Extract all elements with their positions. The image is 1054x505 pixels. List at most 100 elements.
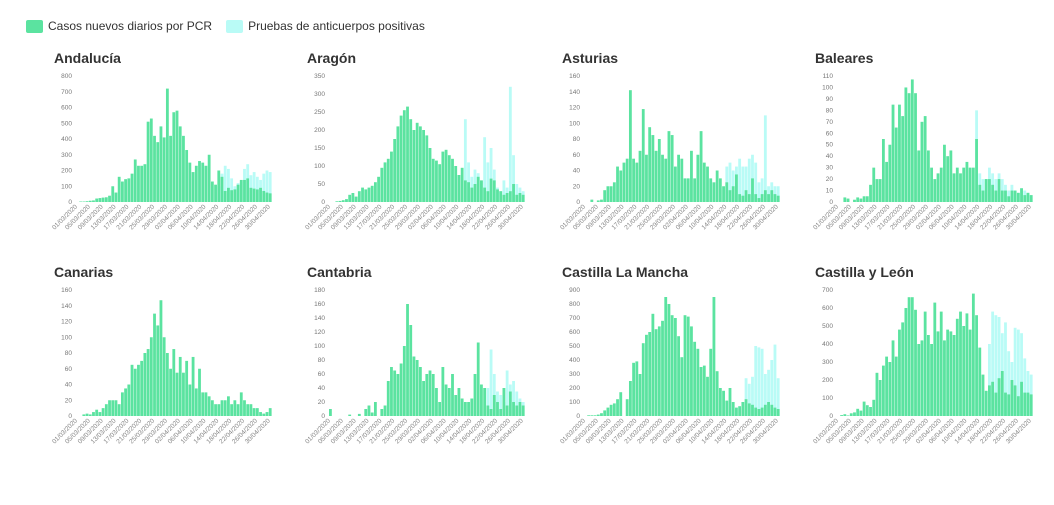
- bar-pcr: [156, 142, 160, 202]
- bar-pcr: [502, 388, 506, 416]
- bar-pcr: [178, 126, 182, 202]
- y-tick-label: 100: [822, 84, 833, 91]
- bar-pcr: [1029, 394, 1033, 416]
- bar-pcr: [480, 180, 483, 202]
- chart-svg: 010020030040050060070080090001/03/202005…: [559, 287, 780, 445]
- bar-pcr: [965, 161, 969, 202]
- bar-anticuerpos: [255, 176, 259, 202]
- bar-pcr: [760, 407, 764, 416]
- bar-pcr: [1020, 381, 1023, 416]
- bar-anticuerpos: [252, 172, 256, 202]
- bar-pcr: [467, 182, 470, 202]
- bar-pcr: [214, 184, 217, 202]
- bar-pcr: [460, 398, 464, 416]
- y-tick-label: 500: [61, 120, 72, 127]
- bar-pcr: [603, 410, 607, 416]
- bar-anticuerpos: [486, 388, 490, 416]
- bar-pcr: [85, 413, 89, 416]
- bar-pcr: [82, 414, 86, 416]
- bar-anticuerpos: [741, 166, 745, 202]
- bar-pcr: [201, 392, 205, 416]
- legend-item-pcr[interactable]: Casos nuevos diarios por PCR: [26, 19, 212, 33]
- bar-pcr: [667, 304, 671, 416]
- bar-pcr: [690, 326, 693, 416]
- bar-pcr: [470, 398, 474, 416]
- bar-pcr: [438, 402, 442, 416]
- bar-pcr: [910, 297, 914, 416]
- bar-pcr: [946, 156, 950, 202]
- bar-pcr: [85, 201, 89, 202]
- bar-pcr: [651, 135, 655, 202]
- bar-pcr: [645, 334, 648, 416]
- bar-anticuerpos: [1007, 351, 1011, 416]
- y-tick-label: 300: [314, 91, 325, 98]
- bar-pcr: [718, 388, 722, 416]
- y-tick-label: 200: [314, 127, 325, 134]
- bar-pcr: [1016, 396, 1020, 416]
- bar-pcr: [175, 372, 179, 416]
- bar-pcr: [926, 335, 930, 416]
- y-tick-label: 80: [573, 136, 581, 143]
- bar-pcr: [239, 392, 243, 416]
- y-tick-label: 90: [826, 96, 834, 103]
- bar-pcr: [994, 190, 998, 202]
- bar-pcr: [722, 390, 725, 416]
- bar-pcr: [725, 182, 729, 202]
- bar-pcr: [341, 200, 345, 202]
- y-tick-label: 40: [573, 168, 581, 175]
- bar-pcr: [869, 184, 872, 202]
- bar-pcr: [914, 93, 917, 202]
- bar-pcr: [770, 404, 774, 416]
- y-tick-label: 250: [314, 109, 325, 116]
- bar-pcr: [661, 154, 664, 202]
- bar-pcr: [492, 395, 496, 416]
- bar-pcr: [843, 414, 847, 416]
- bar-pcr: [991, 381, 995, 416]
- bar-pcr: [95, 409, 99, 416]
- bar-pcr: [706, 166, 709, 202]
- y-tick-label: 110: [823, 73, 834, 80]
- y-tick-label: 700: [61, 89, 72, 96]
- y-tick-label: 40: [826, 153, 834, 160]
- bar-pcr: [722, 186, 725, 202]
- bar-pcr: [853, 412, 856, 416]
- bar-pcr: [220, 176, 224, 202]
- y-tick-label: 70: [826, 119, 834, 126]
- bar-pcr: [348, 194, 352, 202]
- bar-pcr: [888, 144, 892, 202]
- legend-swatch-pcr: [26, 19, 43, 33]
- legend-item-anticuerpos[interactable]: Pruebas de anticuerpos positivas: [226, 19, 425, 33]
- bar-pcr: [373, 182, 377, 202]
- bar-pcr: [149, 337, 153, 416]
- y-tick-label: 80: [65, 350, 73, 357]
- bar-pcr: [641, 109, 645, 202]
- bar-pcr: [207, 396, 211, 416]
- bar-pcr: [776, 409, 780, 416]
- y-tick-label: 80: [826, 107, 834, 114]
- bar-anticuerpos: [770, 360, 774, 416]
- bar-pcr: [418, 126, 422, 202]
- bar-anticuerpos: [499, 395, 503, 416]
- bar-pcr: [418, 367, 422, 416]
- bar-pcr: [412, 130, 416, 202]
- bar-pcr: [859, 198, 863, 202]
- bar-anticuerpos: [505, 370, 509, 416]
- bar-anticuerpos: [512, 381, 515, 416]
- bar-pcr: [988, 385, 991, 416]
- y-tick-label: 600: [822, 305, 833, 312]
- bar-pcr: [894, 356, 898, 416]
- bar-pcr: [862, 401, 866, 416]
- bar-pcr: [236, 184, 240, 202]
- chart-svg: 02040608010012014016001/03/202005/03/202…: [559, 73, 780, 231]
- bar-pcr: [492, 180, 496, 202]
- bar-pcr: [686, 178, 690, 202]
- bar-pcr: [600, 199, 603, 202]
- bar-pcr: [664, 297, 668, 416]
- bar-pcr: [217, 404, 221, 416]
- bar-pcr: [933, 179, 937, 202]
- bar-pcr: [862, 196, 866, 202]
- bar-pcr: [856, 408, 860, 416]
- bar-pcr: [406, 304, 409, 416]
- bar-pcr: [628, 381, 632, 416]
- y-tick-label: 200: [569, 385, 580, 392]
